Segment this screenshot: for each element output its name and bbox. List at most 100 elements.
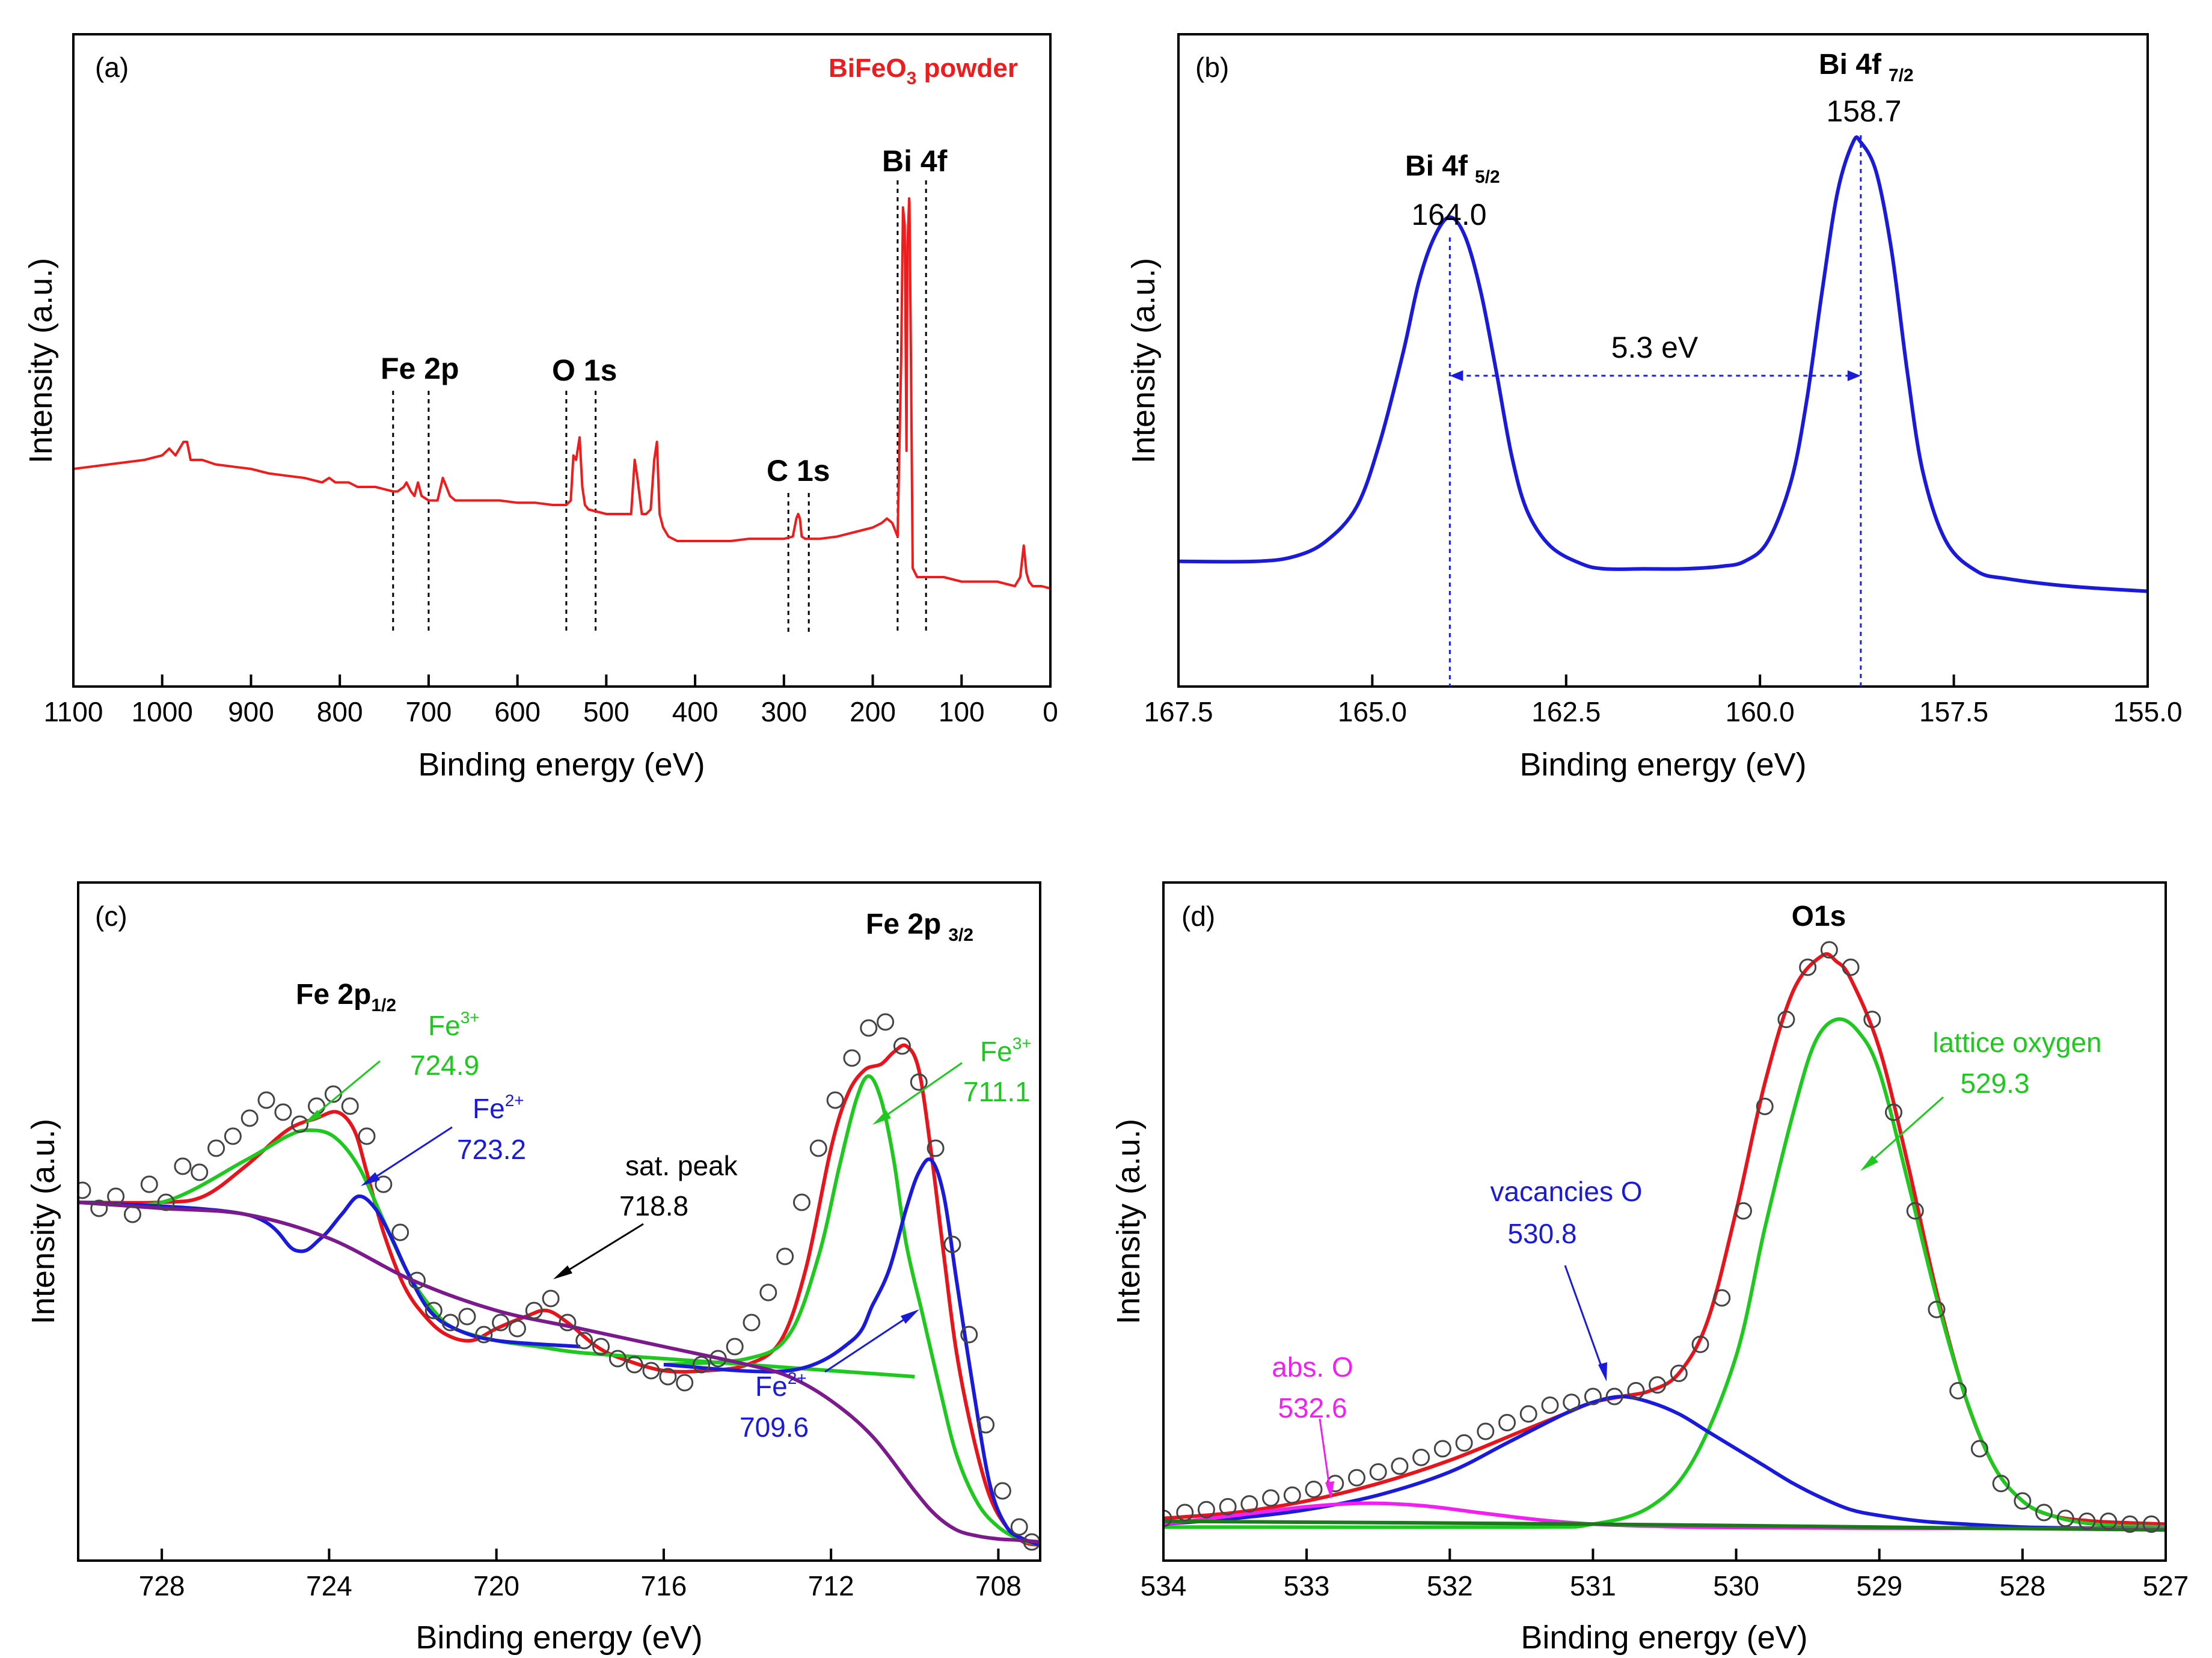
- peak-bi4f-52-label: Bi 4f 5/2: [1405, 150, 1500, 187]
- data-point: [157, 1193, 175, 1211]
- series-data-markers: [79, 1013, 1039, 1551]
- data-point: [79, 1181, 91, 1199]
- data-point: [1713, 1289, 1731, 1307]
- data-point: [960, 1326, 978, 1344]
- data-point: [391, 1223, 409, 1241]
- panel-d-frame: [1162, 881, 2167, 1562]
- data-point: [191, 1163, 209, 1181]
- panel-c-xlabel: Binding energy (eV): [415, 1620, 702, 1656]
- data-point: [1412, 1448, 1430, 1466]
- panel-d-xtick-label: 533: [1284, 1570, 1330, 1601]
- arrow-lattice-oxygen: [1866, 1096, 1944, 1166]
- data-point: [1477, 1422, 1495, 1440]
- panel-d-xtick-label: 531: [1570, 1570, 1616, 1601]
- data-point: [826, 1091, 844, 1109]
- panel-a-survey-spectrum: 1100 1000 900 800 700 600 500 400 300 200 100 0 (a)…: [23, 33, 1058, 783]
- panel-c-xtick-label: 720: [473, 1570, 519, 1601]
- annot-vacancies-o-value: 530.8: [1507, 1218, 1576, 1249]
- arrow-fe3-711: [879, 1062, 963, 1121]
- panel-b-frame: [1177, 33, 2149, 688]
- annot-fe2p-12: Fe 2p1/2: [296, 979, 396, 1015]
- data-point: [542, 1289, 560, 1308]
- panel-b-ylabel: Intensity (a.u.): [1126, 258, 1162, 463]
- data-point: [1691, 1335, 1709, 1353]
- panel-d-title: O1s: [1792, 901, 1846, 932]
- series-data-markers: [1165, 941, 2160, 1533]
- data-point: [1799, 958, 1817, 976]
- data-point: [1498, 1413, 1516, 1431]
- data-point: [341, 1097, 359, 1115]
- series-fit-envelope-line: [79, 1043, 1039, 1547]
- data-point: [1627, 1381, 1645, 1400]
- panel-c-xtick-label: 724: [306, 1570, 352, 1601]
- data-point: [676, 1374, 694, 1392]
- data-point: [358, 1127, 376, 1145]
- data-point: [123, 1205, 141, 1223]
- annot-fe2p-12-main: Fe 2p: [296, 979, 371, 1011]
- peak-bi4f-52-value: 164.0: [1411, 198, 1486, 231]
- peak-bi4f-72-sub: 7/2: [1889, 66, 1914, 85]
- panel-c-xtick-label: 716: [641, 1570, 687, 1601]
- data-point: [458, 1308, 476, 1326]
- peak-bi4f-72-main: Bi 4f: [1819, 49, 1882, 81]
- data-point: [1262, 1489, 1280, 1507]
- panel-c-label: (c): [95, 901, 127, 932]
- annot-sat-peak-value: 718.8: [619, 1190, 688, 1222]
- data-point: [1928, 1300, 1946, 1318]
- panel-a-xtick-label: 500: [583, 696, 630, 727]
- data-point: [1734, 1202, 1752, 1220]
- data-point: [642, 1362, 660, 1380]
- panel-a-xtick-label: 1100: [44, 696, 103, 727]
- panel-a-xlabel: Binding energy (eV): [418, 747, 705, 783]
- data-point: [2014, 1492, 2032, 1510]
- data-point: [1885, 1103, 1903, 1121]
- annot-fe2-709-ion: Fe2+: [755, 1369, 807, 1402]
- data-point: [441, 1314, 459, 1332]
- data-point: [2056, 1510, 2074, 1528]
- arrow-fe2-723: [367, 1126, 453, 1183]
- panel-d-xtick-label: 532: [1427, 1570, 1473, 1601]
- data-point: [291, 1115, 309, 1133]
- data-point: [1347, 1469, 1365, 1487]
- data-point: [1992, 1475, 2010, 1493]
- panel-a-title-main: BiFeO: [829, 54, 907, 83]
- annot-fe2-723-ion-main: Fe: [473, 1093, 505, 1124]
- arrow-fe2-709: [824, 1313, 913, 1373]
- panel-c-frame: [77, 881, 1041, 1562]
- data-point: [693, 1356, 711, 1374]
- data-point: [1670, 1364, 1688, 1382]
- panel-a-xtick-label: 1000: [132, 696, 193, 727]
- data-point: [1820, 941, 1838, 959]
- panel-b-xtick-label: 157.5: [1919, 696, 1988, 727]
- arrow-sat-peak: [560, 1223, 644, 1276]
- panel-b-bi4f-spectrum: 167.5 165.0 162.5 160.0 157.5 155.0 (b) Bi 4f…: [1126, 33, 2183, 783]
- data-point: [1541, 1396, 1559, 1415]
- arrow-head-fe3-711: [872, 1110, 891, 1125]
- panel-d-xtick-label: 528: [1999, 1570, 2045, 1601]
- peak-bi4f-72-label: Bi 4f 7/2: [1819, 49, 1914, 85]
- data-point: [508, 1320, 526, 1338]
- panel-b-xtick-label: 155.0: [2113, 696, 2182, 727]
- splitting-label: 5.3 eV: [1611, 331, 1699, 364]
- peak-bi4f-72-value: 158.7: [1826, 94, 1901, 128]
- panel-d-x-axis: 534 533 532 531 530 529 528 527: [1141, 1549, 2189, 1601]
- series-background-line: [1165, 1519, 2165, 1532]
- annot-lattice-oxygen: lattice oxygen: [1932, 1027, 2101, 1058]
- arrow-vacancies-o: [1564, 1265, 1605, 1373]
- data-point: [2078, 1513, 2096, 1531]
- panel-d-xtick-label: 534: [1141, 1570, 1187, 1601]
- data-point: [1283, 1486, 1301, 1504]
- annot-c-1s: C 1s: [767, 454, 830, 488]
- data-point: [1563, 1393, 1581, 1412]
- data-point: [860, 1019, 878, 1037]
- data-point: [1863, 1011, 1881, 1029]
- data-point: [1023, 1533, 1039, 1551]
- panel-a-xtick-label: 100: [939, 696, 985, 727]
- annot-fe-2p: Fe 2p: [381, 352, 459, 385]
- data-point: [1777, 1011, 1795, 1029]
- panel-a-xtick-label: 0: [1043, 696, 1058, 727]
- data-point: [927, 1139, 945, 1157]
- panel-b-x-axis: 167.5 165.0 162.5 160.0 157.5 155.0: [1144, 675, 2183, 727]
- data-point: [241, 1109, 259, 1127]
- data-point: [726, 1338, 744, 1356]
